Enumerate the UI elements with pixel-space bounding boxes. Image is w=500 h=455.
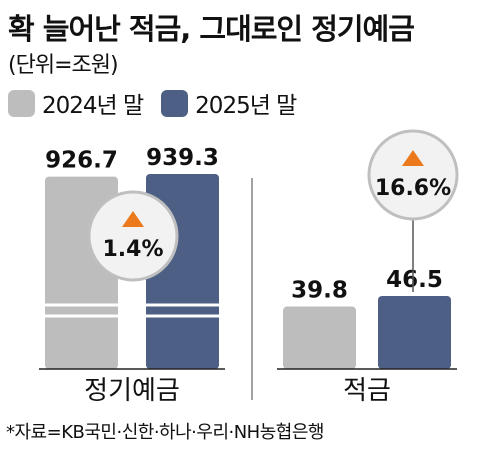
bar-value-label-0-1: 939.3 — [146, 145, 219, 171]
bar-1-1 — [378, 296, 451, 369]
legend-label-2024: 2024년 말 — [42, 93, 144, 119]
unit-note: (단위=조원) — [8, 53, 119, 78]
change-badge-0 — [87, 190, 179, 282]
bar-value-label-0-0: 926.7 — [45, 148, 118, 174]
category-label-0: 정기예금 — [84, 376, 180, 406]
legend-swatch-2025 — [161, 89, 189, 117]
category-label-1: 적금 — [343, 376, 391, 406]
bar-value-label-1-1: 46.5 — [386, 267, 443, 293]
legend-label-2025: 2025년 말 — [195, 93, 297, 119]
up-arrow-icon-0 — [122, 211, 144, 227]
up-arrow-icon-1 — [402, 150, 424, 166]
legend-swatch-2024 — [8, 89, 35, 117]
bar-value-label-1-0: 39.8 — [291, 278, 348, 304]
change-label-0: 1.4% — [102, 237, 163, 262]
change-label-1: 16.6% — [375, 176, 451, 201]
change-badge-1 — [367, 129, 459, 221]
source-note: *자료=KB국민·신한·하나·우리·NH농협은행 — [6, 422, 324, 443]
legend-item-2024: 2024년 말 — [8, 86, 144, 120]
legend-item-2025: 2025년 말 — [161, 86, 297, 120]
legend: 2024년 말 2025년 말 — [8, 86, 314, 120]
bar-1-0 — [283, 306, 356, 369]
chart-title: 확 늘어난 적금, 그대로인 정기예금 — [8, 12, 415, 46]
